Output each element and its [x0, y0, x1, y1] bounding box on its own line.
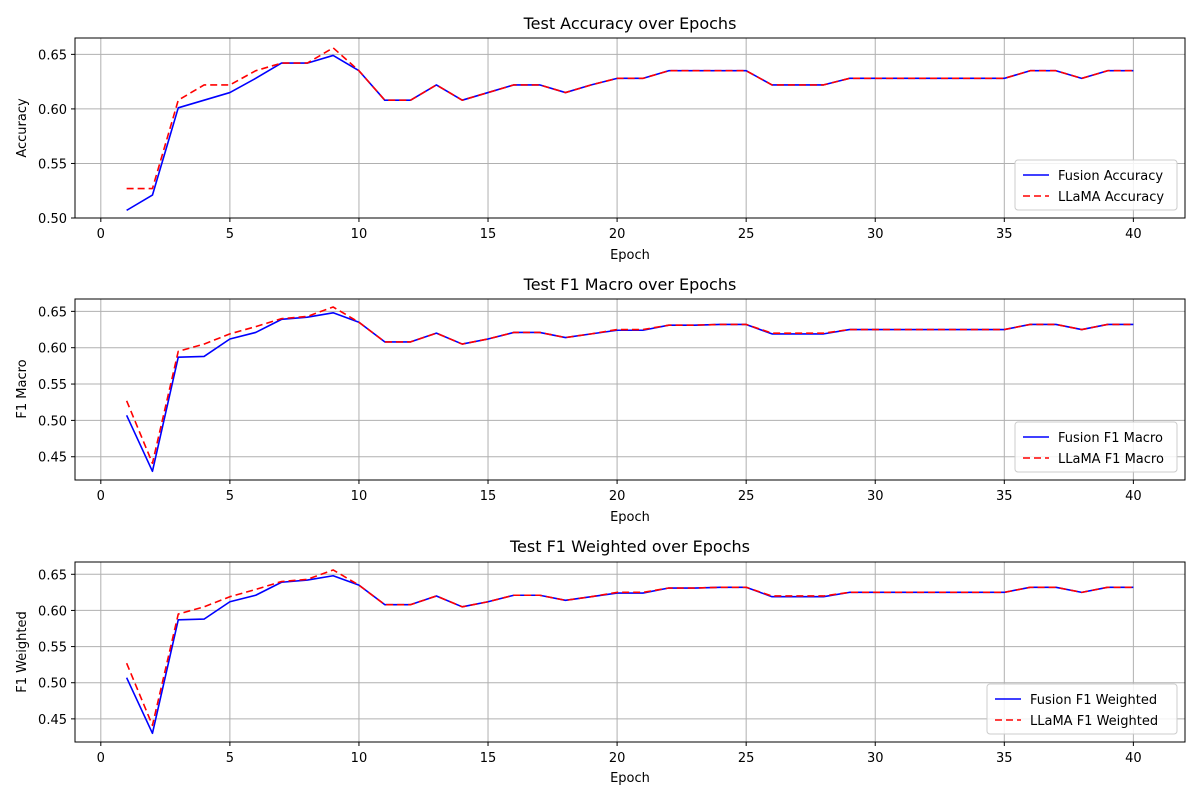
chart-accuracy: Test Accuracy over Epochs Epoch Accuracy…	[15, 14, 1186, 263]
x-tick-label: 30	[867, 227, 884, 242]
x-tick-label: 25	[738, 489, 755, 504]
y-tick-label: 0.65	[38, 48, 67, 63]
legend-box	[1014, 421, 1178, 473]
legend-box	[986, 683, 1178, 735]
y-tick-label: 0.55	[38, 157, 67, 172]
legend-label: LLaMA Accuracy	[1058, 190, 1164, 205]
series-line-llama	[125, 306, 1134, 465]
chart-title: Test Accuracy over Epochs	[523, 14, 737, 33]
x-tick-label: 0	[97, 489, 105, 504]
y-tick-label: 0.45	[38, 451, 67, 466]
y-tick-label: 0.60	[38, 604, 67, 619]
x-tick-label: 20	[609, 751, 626, 766]
x-tick-label: 40	[1125, 489, 1142, 504]
axes-frame	[74, 298, 1186, 481]
legend-label: LLaMA F1 Weighted	[1030, 714, 1158, 729]
x-tick-label: 0	[97, 227, 105, 242]
x-tick-label: 10	[351, 489, 368, 504]
legend-label: Fusion F1 Macro	[1058, 431, 1163, 446]
y-tick-label: 0.50	[38, 677, 67, 692]
x-tick-label: 5	[226, 489, 234, 504]
axes-frame	[74, 37, 1186, 219]
x-tick-label: 15	[480, 489, 497, 504]
y-tick-label: 0.50	[38, 414, 67, 429]
x-tick-label: 40	[1125, 751, 1142, 766]
y-tick-label: 0.60	[38, 342, 67, 357]
y-tick-label: 0.60	[38, 103, 67, 118]
y-tick-label: 0.55	[38, 641, 67, 656]
x-axis-label: Epoch	[610, 248, 650, 263]
y-tick-label: 0.65	[38, 305, 67, 320]
legend-label: Fusion Accuracy	[1058, 169, 1163, 184]
x-tick-label: 20	[609, 227, 626, 242]
series-line-llama	[125, 569, 1134, 727]
legend-box	[1014, 159, 1178, 211]
legend-label: Fusion F1 Weighted	[1030, 693, 1157, 708]
series-line-llama	[126, 47, 1134, 190]
chart-title: Test F1 Weighted over Epochs	[509, 537, 750, 556]
x-axis-label: Epoch	[610, 771, 650, 786]
x-axis-label: Epoch	[610, 510, 650, 525]
x-tick-label: 0	[97, 751, 105, 766]
y-tick-label: 0.50	[38, 212, 67, 227]
legend-label: LLaMA F1 Macro	[1058, 452, 1164, 467]
chart-f1-macro: Test F1 Macro over Epochs Epoch F1 Macro…	[15, 275, 1186, 525]
x-tick-label: 35	[996, 489, 1013, 504]
y-axis-label: Accuracy	[15, 98, 30, 158]
x-tick-label: 25	[738, 227, 755, 242]
y-axis-label: F1 Macro	[15, 359, 30, 418]
x-tick-label: 30	[867, 751, 884, 766]
x-tick-label: 35	[996, 227, 1013, 242]
x-tick-label: 5	[226, 227, 234, 242]
chart-title: Test F1 Macro over Epochs	[523, 275, 737, 294]
x-tick-label: 40	[1125, 227, 1142, 242]
x-tick-label: 30	[867, 489, 884, 504]
y-axis-label: F1 Weighted	[15, 611, 30, 692]
chart-f1-weighted: Test F1 Weighted over Epochs Epoch F1 We…	[15, 537, 1186, 786]
axes-frame	[74, 561, 1186, 743]
x-tick-label: 10	[351, 227, 368, 242]
y-tick-label: 0.55	[38, 378, 67, 393]
x-tick-label: 35	[996, 751, 1013, 766]
x-tick-label: 10	[351, 751, 368, 766]
x-tick-label: 5	[226, 751, 234, 766]
y-tick-label: 0.45	[38, 713, 67, 728]
y-tick-label: 0.65	[38, 568, 67, 583]
x-tick-label: 20	[609, 489, 626, 504]
x-tick-label: 15	[480, 227, 497, 242]
x-tick-label: 25	[738, 751, 755, 766]
x-tick-label: 15	[480, 751, 497, 766]
